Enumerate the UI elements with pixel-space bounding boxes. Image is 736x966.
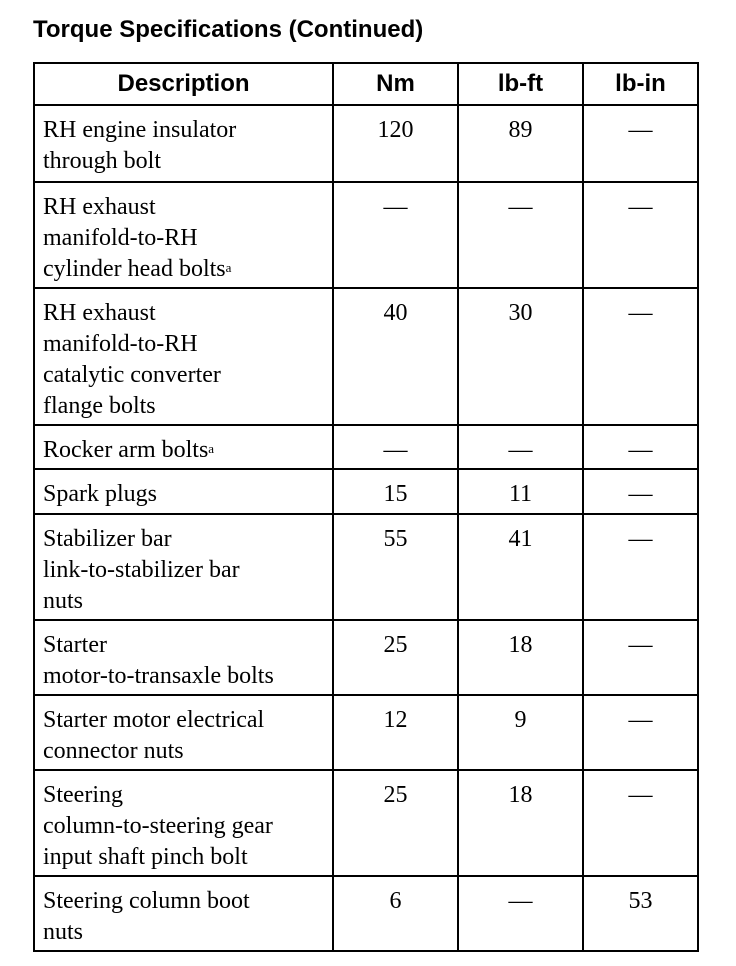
cell-description: RH exhaust manifold-to-RH catalytic conver… — [33, 287, 334, 426]
table-row: Stabilizer bar link-to-stabilizer bar nuts… — [33, 513, 699, 621]
cell-lbft: — — [457, 875, 584, 952]
cell-lbin: — — [582, 287, 699, 426]
description-text: Rocker arm bolts — [43, 437, 209, 463]
cell-nm: — — [332, 181, 459, 289]
table-row: Starter motor electrical connector nuts 12… — [33, 694, 699, 771]
description-text: Stabilizer bar link-to-stabilizer bar nuts — [43, 526, 240, 614]
cell-description: Spark plugs — [33, 468, 334, 515]
cell-lbft: 30 — [457, 287, 584, 426]
cell-lbft: 11 — [457, 468, 584, 515]
cell-lbin: — — [582, 104, 699, 183]
cell-nm: 12 — [332, 694, 459, 771]
cell-description: Starter motor electrical connector nuts — [33, 694, 334, 771]
cell-lbft: — — [457, 424, 584, 470]
description-text: Steering column boot nuts — [43, 888, 250, 945]
cell-lbft: 41 — [457, 513, 584, 621]
table-row: Spark plugs 15 11— — [33, 468, 699, 515]
table-row: RH exhaust manifold-to-RH catalytic conver… — [33, 287, 699, 426]
cell-lbft: 89 — [457, 104, 584, 183]
page-title: Torque Specifications (Continued) — [33, 16, 424, 43]
cell-lbin: — — [582, 769, 699, 877]
description-text: RH engine insulator through bolt — [43, 117, 237, 174]
cell-description: Rocker arm boltsa — [33, 424, 334, 470]
description-text: RH exhaust manifold-to-RH catalytic conver… — [43, 300, 221, 419]
cell-lbft: — — [457, 181, 584, 289]
cell-nm: 15 — [332, 468, 459, 515]
table-row: Starter motor-to-transaxle bolts 25 18— — [33, 619, 699, 696]
cell-lbin: — — [582, 181, 699, 289]
cell-nm: 120 — [332, 104, 459, 183]
cell-description: Steering column boot nuts — [33, 875, 334, 952]
description-text: Steering column-to-steering gear input sha… — [43, 782, 273, 870]
cell-nm: 25 — [332, 619, 459, 696]
cell-description: RH exhaust manifold-to-RH cylinder head bo… — [33, 181, 334, 289]
header-row: Description Nm lb-ft lb-in — [33, 62, 699, 106]
column-header-nm: Nm — [332, 62, 459, 106]
cell-nm: — — [332, 424, 459, 470]
cell-nm: 6 — [332, 875, 459, 952]
description-text: RH exhaust manifold-to-RH cylinder head bo… — [43, 194, 226, 282]
cell-lbin: — — [582, 468, 699, 515]
table-row: RH engine insulator through bolt 120 89— — [33, 104, 699, 183]
cell-lbin: — — [582, 513, 699, 621]
column-header-description: Description — [33, 62, 334, 106]
cell-lbin: — — [582, 619, 699, 696]
cell-nm: 40 — [332, 287, 459, 426]
cell-description: RH engine insulator through bolt — [33, 104, 334, 183]
column-header-lbin: lb-in — [582, 62, 699, 106]
column-header-lbft: lb-ft — [457, 62, 584, 106]
cell-nm: 25 — [332, 769, 459, 877]
cell-lbin: — — [582, 424, 699, 470]
cell-nm: 55 — [332, 513, 459, 621]
footnote-marker: a — [225, 260, 232, 275]
cell-lbft: 18 — [457, 769, 584, 877]
cell-lbin: — — [582, 694, 699, 771]
cell-lbin: 53 — [582, 875, 699, 952]
table-row: Steering column boot nuts 6—53 — [33, 875, 699, 952]
description-text: Spark plugs — [43, 481, 157, 507]
cell-lbft: 9 — [457, 694, 584, 771]
cell-description: Starter motor-to-transaxle bolts — [33, 619, 334, 696]
cell-description: Stabilizer bar link-to-stabilizer bar nuts — [33, 513, 334, 621]
description-text: Starter motor-to-transaxle bolts — [43, 632, 274, 689]
table-row: Rocker arm boltsa — — — — [33, 424, 699, 470]
cell-lbft: 18 — [457, 619, 584, 696]
cell-description: Steering column-to-steering gear input sha… — [33, 769, 334, 877]
footnote-marker: a — [208, 441, 215, 456]
table-row: RH exhaust manifold-to-RH cylinder head bo… — [33, 181, 699, 289]
description-text: Starter motor electrical connector nuts — [43, 707, 265, 764]
table-row: Steering column-to-steering gear input sha… — [33, 769, 699, 877]
torque-spec-table: Description Nm lb-ft lb-in RH engine ins… — [33, 62, 699, 952]
